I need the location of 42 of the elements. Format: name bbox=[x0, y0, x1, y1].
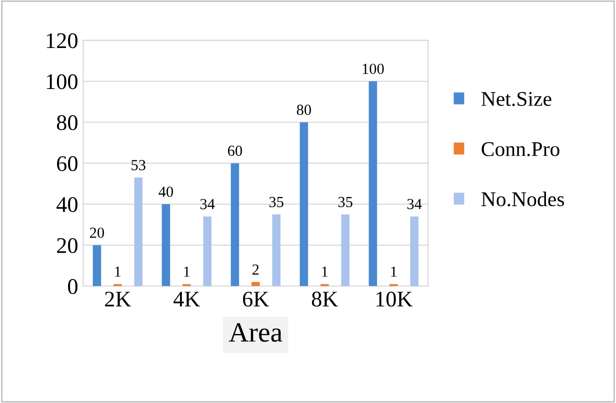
y-tick-label: 80 bbox=[56, 115, 78, 130]
y-tick-label: 0 bbox=[68, 279, 78, 294]
bar bbox=[203, 216, 212, 286]
bar bbox=[162, 204, 170, 286]
x-tick-label: 2K bbox=[105, 292, 132, 306]
bar bbox=[134, 178, 142, 286]
legend-label: Net.Size bbox=[481, 92, 552, 106]
x-tick-label: 8K bbox=[312, 292, 338, 307]
x-tick-label: 6K bbox=[243, 292, 269, 307]
legend-label: No.Nodes bbox=[481, 192, 564, 206]
y-tick-label: 100 bbox=[46, 74, 78, 90]
data-label: 80 bbox=[296, 104, 311, 115]
y-tick-label: 40 bbox=[56, 197, 78, 212]
y-tick-label: 120 bbox=[46, 33, 78, 48]
data-label: 1 bbox=[391, 266, 397, 277]
data-label: 1 bbox=[322, 266, 328, 277]
y-tick-label: 60 bbox=[57, 156, 78, 172]
x-axis-title: Area bbox=[228, 323, 282, 342]
bar bbox=[410, 216, 418, 286]
data-label: 2 bbox=[252, 264, 259, 275]
bar bbox=[300, 122, 308, 286]
data-label: 60 bbox=[228, 146, 242, 156]
legend-label: Conn.Pro bbox=[482, 142, 560, 156]
bar bbox=[252, 282, 260, 286]
bar bbox=[368, 81, 378, 286]
data-label: 35 bbox=[338, 196, 352, 208]
data-label: 35 bbox=[269, 196, 284, 208]
x-tick-label: 4K bbox=[174, 292, 200, 306]
bar bbox=[272, 214, 280, 286]
data-label: 20 bbox=[90, 228, 104, 238]
data-label: 1 bbox=[115, 266, 121, 277]
data-label: 100 bbox=[362, 64, 384, 74]
bar bbox=[341, 214, 350, 286]
bar bbox=[92, 245, 102, 286]
data-label: 1 bbox=[184, 266, 190, 277]
x-tick-label: 10K bbox=[376, 292, 413, 307]
data-label: 40 bbox=[158, 186, 174, 197]
data-label: 53 bbox=[132, 160, 146, 170]
bar bbox=[230, 163, 240, 286]
y-tick-label: 20 bbox=[57, 238, 78, 254]
data-label: 34 bbox=[407, 198, 422, 210]
data-label: 34 bbox=[200, 198, 215, 210]
